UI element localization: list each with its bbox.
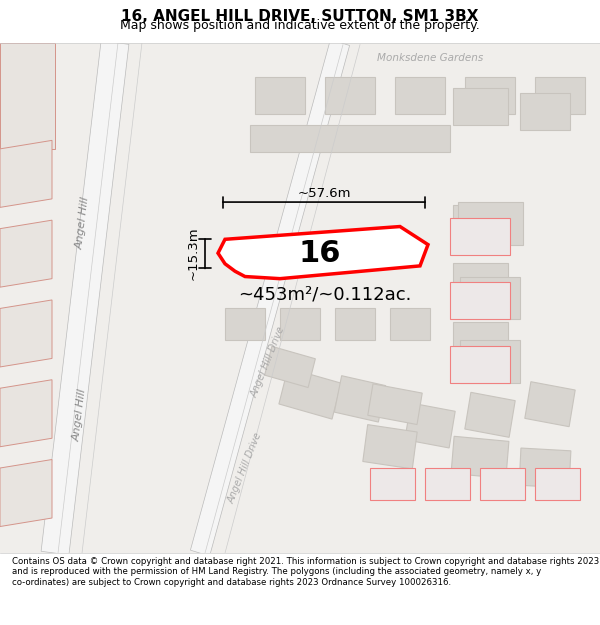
Text: 16, ANGEL HILL DRIVE, SUTTON, SM1 3BX: 16, ANGEL HILL DRIVE, SUTTON, SM1 3BX xyxy=(121,9,479,24)
Polygon shape xyxy=(0,42,600,553)
Polygon shape xyxy=(458,202,523,244)
Polygon shape xyxy=(363,424,417,469)
Polygon shape xyxy=(425,468,470,500)
Polygon shape xyxy=(0,42,55,149)
Text: Angel Hill: Angel Hill xyxy=(72,388,88,442)
Polygon shape xyxy=(535,468,580,500)
Polygon shape xyxy=(334,376,386,422)
Polygon shape xyxy=(525,382,575,427)
Polygon shape xyxy=(0,380,52,447)
Polygon shape xyxy=(465,392,515,438)
Polygon shape xyxy=(450,282,510,319)
Polygon shape xyxy=(520,93,570,130)
Polygon shape xyxy=(280,309,320,341)
Polygon shape xyxy=(452,322,508,359)
Polygon shape xyxy=(370,468,415,500)
Text: Monksdene Gardens: Monksdene Gardens xyxy=(377,54,483,64)
Polygon shape xyxy=(368,384,422,424)
Polygon shape xyxy=(325,77,375,114)
Text: 16: 16 xyxy=(299,239,341,268)
Polygon shape xyxy=(451,436,509,479)
Polygon shape xyxy=(390,309,430,341)
Text: Angel Hill: Angel Hill xyxy=(75,196,91,250)
Polygon shape xyxy=(452,263,508,301)
Polygon shape xyxy=(0,220,52,287)
Text: ~57.6m: ~57.6m xyxy=(297,187,351,200)
Polygon shape xyxy=(405,403,455,448)
Polygon shape xyxy=(265,346,316,388)
Polygon shape xyxy=(395,77,445,114)
Text: ~15.3m: ~15.3m xyxy=(187,227,200,281)
Polygon shape xyxy=(0,300,52,367)
Text: Angel Hill Drive: Angel Hill Drive xyxy=(226,431,264,505)
Polygon shape xyxy=(41,41,129,555)
Polygon shape xyxy=(218,226,428,279)
Polygon shape xyxy=(190,39,350,556)
Polygon shape xyxy=(465,77,515,114)
Polygon shape xyxy=(452,88,508,125)
Polygon shape xyxy=(0,459,52,526)
Polygon shape xyxy=(460,341,520,383)
Polygon shape xyxy=(225,309,265,341)
Polygon shape xyxy=(250,125,450,151)
Polygon shape xyxy=(452,205,508,242)
Polygon shape xyxy=(335,309,375,341)
Text: Map shows position and indicative extent of the property.: Map shows position and indicative extent… xyxy=(120,19,480,32)
Polygon shape xyxy=(0,141,52,208)
Polygon shape xyxy=(480,468,525,500)
Polygon shape xyxy=(255,77,305,114)
Polygon shape xyxy=(450,218,510,255)
Polygon shape xyxy=(535,77,585,114)
Polygon shape xyxy=(460,276,520,319)
Text: Angel Hill Drive: Angel Hill Drive xyxy=(249,325,287,399)
Polygon shape xyxy=(519,448,571,488)
Polygon shape xyxy=(450,346,510,383)
Text: Contains OS data © Crown copyright and database right 2021. This information is : Contains OS data © Crown copyright and d… xyxy=(12,557,599,586)
Polygon shape xyxy=(279,368,341,419)
Text: ~453m²/~0.112ac.: ~453m²/~0.112ac. xyxy=(238,285,412,303)
